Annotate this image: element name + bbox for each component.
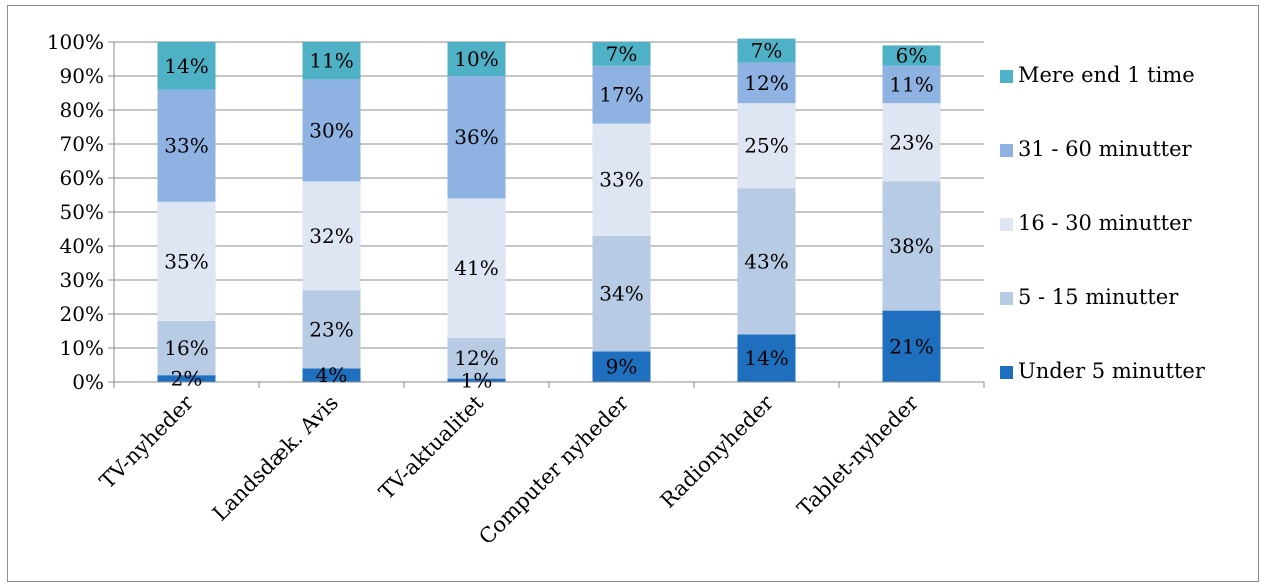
bar-segment	[592, 351, 651, 382]
bar-segment	[592, 235, 651, 352]
y-tick-label: 30%	[60, 268, 104, 292]
data-label: 17%	[599, 83, 643, 107]
bar-segment	[447, 378, 506, 382]
bar-segment	[592, 123, 651, 236]
gridlines	[114, 41, 984, 349]
bar-segment	[882, 181, 941, 311]
y-tick-label: 80%	[60, 98, 104, 122]
legend-label: 16 - 30 minutter	[1018, 211, 1193, 235]
data-label: 6%	[896, 44, 928, 68]
data-label: 7%	[606, 42, 638, 66]
data-labels: 2%16%35%33%14%4%23%32%30%11%1%12%41%36%1…	[164, 39, 933, 393]
data-label: 1%	[461, 368, 493, 392]
data-label: 23%	[309, 317, 353, 341]
bar-segment	[737, 188, 796, 335]
data-label: 35%	[164, 249, 208, 273]
bar-segment	[447, 198, 506, 338]
bar-segment	[737, 103, 796, 189]
bar-segment	[302, 79, 361, 182]
bar-segment	[882, 310, 941, 382]
data-label: 12%	[454, 346, 498, 370]
y-tick-label: 20%	[60, 302, 104, 326]
legend: Mere end 1 time 31 - 60 minutter 16 - 30 m…	[1000, 63, 1206, 383]
data-label: 25%	[744, 134, 788, 158]
bar-segment	[592, 42, 651, 66]
bar-segment	[157, 320, 216, 376]
y-tick-label: 50%	[60, 200, 104, 224]
data-label: 12%	[744, 71, 788, 95]
bar-segment	[157, 375, 216, 382]
bar-segment	[302, 368, 361, 382]
bar-segment	[447, 76, 506, 199]
data-label: 14%	[164, 54, 208, 78]
data-label: 33%	[599, 168, 643, 192]
data-label: 23%	[889, 130, 933, 154]
bar-segment	[157, 201, 216, 321]
y-tick-label: 70%	[60, 132, 104, 156]
y-tick-label: 40%	[60, 234, 104, 258]
data-label: 11%	[309, 49, 353, 73]
bar-segment	[737, 62, 796, 104]
data-label: 43%	[744, 249, 788, 273]
legend-swatch	[1000, 70, 1013, 83]
data-label: 41%	[454, 256, 498, 280]
bar-segment	[882, 65, 941, 104]
bars	[157, 38, 941, 382]
y-tick-labels: 0% 10% 20% 30% 40% 50% 60% 70% 80% 90% 100%	[47, 30, 104, 394]
x-category-label: TV-aktualitet	[374, 390, 488, 504]
legend-swatch	[1000, 292, 1013, 305]
bar-segment	[882, 45, 941, 66]
bar-segment	[447, 42, 506, 76]
x-category-label: Tablet-nyheder	[793, 390, 924, 521]
data-label: 11%	[889, 73, 933, 97]
data-label: 30%	[309, 118, 353, 142]
x-category-label: Computer nyheder	[474, 390, 633, 549]
y-tick-label: 60%	[60, 166, 104, 190]
bar-segment	[157, 89, 216, 202]
data-label: 32%	[309, 224, 353, 248]
bar-segment	[447, 337, 506, 379]
data-label: 38%	[889, 234, 933, 258]
data-label: 21%	[889, 334, 933, 358]
data-label: 4%	[316, 363, 348, 387]
data-label: 16%	[164, 336, 208, 360]
bar-segment	[302, 42, 361, 80]
data-label: 36%	[454, 125, 498, 149]
bar-segment	[882, 103, 941, 182]
legend-swatch	[1000, 366, 1013, 379]
y-tick-label: 0%	[72, 370, 104, 394]
bar-segment	[592, 65, 651, 124]
legend-label: Mere end 1 time	[1018, 63, 1195, 87]
data-label: 9%	[606, 355, 638, 379]
legend-label: 5 - 15 minutter	[1018, 285, 1179, 309]
bar-segment	[737, 334, 796, 382]
legend-label: 31 - 60 minutter	[1018, 137, 1193, 161]
y-tick-label: 10%	[60, 336, 104, 360]
data-label: 7%	[751, 39, 783, 63]
x-category-label: Radionyheder	[656, 390, 779, 513]
legend-label: Under 5 minutter	[1018, 359, 1206, 383]
data-label: 33%	[164, 134, 208, 158]
data-label: 14%	[744, 346, 788, 370]
legend-swatch	[1000, 218, 1013, 231]
legend-swatch	[1000, 144, 1013, 157]
x-category-label: Landsdæk. Avis	[208, 391, 343, 526]
bar-segment	[737, 38, 796, 63]
y-tick-label: 100%	[47, 30, 104, 54]
data-label: 2%	[171, 367, 203, 391]
x-category-labels: TV-nyheder Landsdæk. Avis TV-aktualitetCom…	[95, 390, 924, 549]
axes	[108, 41, 985, 388]
bar-segment	[302, 290, 361, 369]
bar-segment	[302, 181, 361, 291]
bar-segment	[157, 42, 216, 90]
x-category-label: TV-nyheder	[95, 390, 199, 494]
data-label: 10%	[454, 47, 498, 71]
y-tick-label: 90%	[60, 64, 104, 88]
data-label: 34%	[599, 282, 643, 306]
